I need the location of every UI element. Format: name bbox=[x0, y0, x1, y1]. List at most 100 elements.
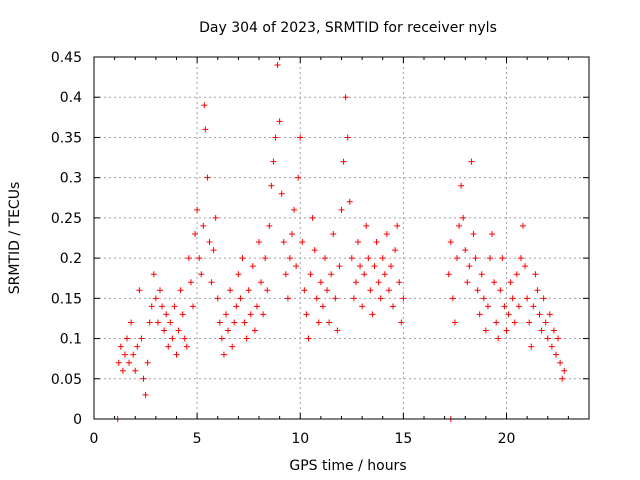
data-point bbox=[489, 230, 496, 237]
data-point bbox=[309, 214, 316, 221]
data-point bbox=[202, 126, 209, 133]
data-point bbox=[548, 343, 555, 350]
y-tick-label: 0.1 bbox=[60, 332, 82, 348]
data-point bbox=[175, 327, 182, 334]
axis-ticks: 0 5 10 15 20 0 0.05 0.1 0.15 0.2 0.25 0.3 0.35 0.4 0.4… bbox=[51, 50, 589, 447]
data-point bbox=[237, 295, 244, 302]
data-point bbox=[361, 271, 368, 278]
data-point bbox=[233, 303, 240, 310]
data-point bbox=[163, 311, 170, 318]
data-point bbox=[367, 287, 374, 294]
data-point bbox=[392, 247, 399, 254]
data-point bbox=[183, 343, 190, 350]
data-point bbox=[212, 214, 219, 221]
data-point bbox=[394, 222, 401, 229]
data-point bbox=[526, 319, 533, 326]
data-point bbox=[247, 311, 254, 318]
data-point bbox=[383, 230, 390, 237]
data-point bbox=[280, 239, 287, 246]
data-point bbox=[251, 327, 258, 334]
data-point bbox=[179, 311, 186, 318]
data-point bbox=[472, 255, 479, 262]
data-point bbox=[348, 255, 355, 262]
data-point bbox=[517, 255, 524, 262]
data-point bbox=[491, 279, 498, 286]
data-point bbox=[235, 271, 242, 278]
data-point bbox=[319, 303, 326, 310]
data-point bbox=[524, 295, 531, 302]
data-point bbox=[268, 182, 275, 189]
data-point bbox=[559, 375, 566, 382]
data-point bbox=[256, 239, 262, 246]
data-point bbox=[200, 222, 207, 229]
data-point bbox=[499, 255, 506, 262]
data-point bbox=[276, 118, 283, 125]
data-point bbox=[458, 182, 465, 189]
data-point bbox=[115, 359, 122, 366]
data-point bbox=[216, 319, 223, 326]
data-point bbox=[150, 271, 157, 278]
data-point bbox=[243, 335, 250, 342]
data-point bbox=[192, 230, 199, 237]
data-point bbox=[223, 311, 229, 318]
data-point bbox=[196, 255, 203, 262]
data-point bbox=[177, 287, 184, 294]
data-point bbox=[363, 222, 370, 229]
data-point bbox=[385, 287, 392, 294]
data-point bbox=[454, 255, 460, 262]
data-point bbox=[334, 327, 341, 334]
data-point bbox=[214, 295, 221, 302]
data-point bbox=[142, 391, 149, 398]
data-point bbox=[218, 335, 225, 342]
y-tick-label: 0 bbox=[73, 412, 82, 428]
data-point bbox=[561, 367, 568, 374]
data-point bbox=[538, 327, 545, 334]
data-point bbox=[398, 319, 405, 326]
data-point bbox=[515, 303, 522, 310]
data-point bbox=[249, 263, 256, 270]
data-point bbox=[350, 295, 357, 302]
x-tick-label: 20 bbox=[498, 431, 516, 447]
grid bbox=[94, 57, 589, 419]
y-tick-label: 0.3 bbox=[60, 171, 82, 187]
data-point bbox=[447, 239, 454, 246]
data-point bbox=[462, 247, 469, 254]
data-point bbox=[522, 263, 529, 270]
data-point bbox=[468, 158, 475, 165]
data-point bbox=[501, 303, 508, 310]
data-point bbox=[352, 279, 359, 286]
data-point bbox=[206, 239, 213, 246]
data-point bbox=[456, 222, 463, 229]
data-point bbox=[169, 335, 176, 342]
data-point bbox=[464, 279, 471, 286]
y-tick-label: 0.05 bbox=[51, 372, 82, 388]
data-point bbox=[295, 174, 302, 181]
y-tick-label: 0.35 bbox=[51, 130, 82, 146]
data-point bbox=[227, 287, 234, 294]
data-point bbox=[132, 367, 139, 374]
data-point bbox=[371, 263, 378, 270]
data-point bbox=[449, 295, 456, 302]
data-point bbox=[152, 295, 159, 302]
data-point bbox=[161, 327, 168, 334]
data-point bbox=[388, 263, 394, 270]
data-point bbox=[264, 287, 271, 294]
data-point bbox=[511, 319, 518, 326]
data-point bbox=[451, 319, 458, 326]
data-point bbox=[293, 263, 300, 270]
data-point bbox=[258, 279, 265, 286]
data-point bbox=[315, 319, 322, 326]
data-point bbox=[313, 295, 320, 302]
data-point bbox=[520, 222, 526, 229]
data-point bbox=[340, 158, 347, 165]
data-point bbox=[198, 271, 205, 278]
data-point bbox=[546, 311, 553, 318]
y-tick-label: 0.4 bbox=[60, 90, 82, 106]
data-point bbox=[262, 255, 269, 262]
data-point bbox=[484, 303, 491, 310]
data-point bbox=[126, 359, 133, 366]
data-point bbox=[482, 327, 489, 334]
data-point bbox=[336, 263, 343, 270]
data-point bbox=[474, 287, 481, 294]
y-tick-label: 0.15 bbox=[51, 291, 82, 307]
